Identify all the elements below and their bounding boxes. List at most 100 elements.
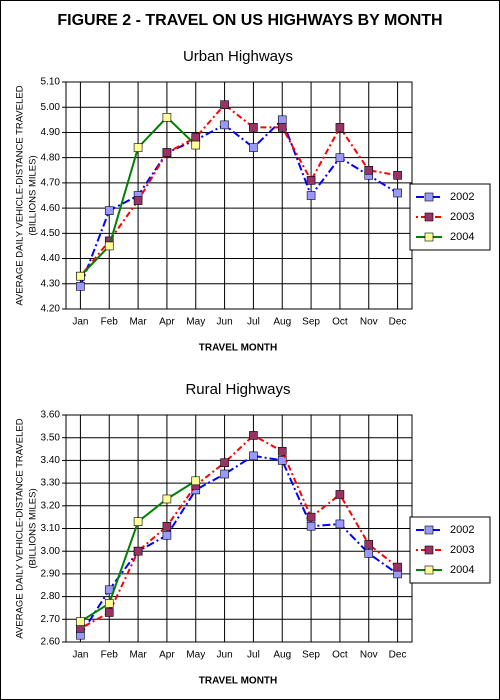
x-tick-label: Jun xyxy=(217,650,233,661)
series-line xyxy=(79,118,399,287)
marker xyxy=(162,113,172,122)
y-tick-label: 4.90 xyxy=(41,127,61,138)
x-tick-label: Jan xyxy=(72,317,88,328)
y-tick-label: 2.70 xyxy=(41,614,61,625)
x-tick-label: Jan xyxy=(72,650,88,661)
x-axis-title: TRAVEL MONTH xyxy=(199,676,278,687)
x-tick-label: Feb xyxy=(101,650,119,661)
y-tick-label: 2.80 xyxy=(41,591,61,602)
x-tick-label: Dec xyxy=(389,317,407,328)
y-tick-label: 4.50 xyxy=(41,228,61,239)
x-tick-label: Feb xyxy=(101,317,119,328)
marker xyxy=(162,531,172,540)
marker xyxy=(104,599,114,608)
y-axis-title: AVERAGE DAILY VEHICLE-DISTANCE TRAVELED xyxy=(15,418,26,638)
y-tick-label: 2.90 xyxy=(41,569,61,580)
chart-title: Urban Highways xyxy=(183,48,293,65)
marker xyxy=(249,123,258,132)
x-tick-label: Apr xyxy=(159,650,175,661)
marker xyxy=(76,281,85,291)
marker xyxy=(133,546,143,556)
y-tick-label: 4.70 xyxy=(41,178,61,189)
y-axis-title: (BILLIONS MILES) xyxy=(28,155,39,235)
x-tick-label: Aug xyxy=(273,317,291,328)
x-tick-label: Mar xyxy=(129,650,147,661)
y-tick-label: 4.40 xyxy=(41,253,61,264)
marker xyxy=(335,153,345,162)
chart-title: Rural Highways xyxy=(185,381,290,398)
x-tick-label: Apr xyxy=(159,317,175,328)
marker xyxy=(277,123,287,132)
y-tick-label: 3.20 xyxy=(41,500,61,511)
series-line xyxy=(79,103,398,277)
legend-marker xyxy=(424,212,434,222)
y-tick-label: 5.00 xyxy=(41,102,61,113)
legend-label: 2002 xyxy=(450,524,474,536)
marker xyxy=(104,206,114,215)
chart: Urban Highways 4.20 4.30 4.40 4.50 4.60 4.70 4.… xyxy=(15,48,491,354)
y-tick-label: 4.30 xyxy=(41,278,61,289)
marker xyxy=(364,549,374,558)
marker xyxy=(220,469,229,479)
marker xyxy=(335,123,345,132)
marker xyxy=(393,171,402,180)
marker xyxy=(364,540,374,549)
x-tick-label: May xyxy=(186,317,205,328)
x-tick-label: Mar xyxy=(129,317,147,328)
marker xyxy=(191,133,201,142)
x-tick-label: Aug xyxy=(273,650,291,661)
marker xyxy=(277,115,287,125)
x-tick-label: Jul xyxy=(247,650,260,661)
legend-marker xyxy=(424,525,434,535)
y-tick-label: 3.60 xyxy=(41,410,61,421)
x-tick-label: Oct xyxy=(332,317,348,328)
y-tick-label: 2.60 xyxy=(41,637,61,648)
marker xyxy=(220,100,229,109)
legend-marker xyxy=(424,232,434,242)
y-axis-title: (BILLIONS MILES) xyxy=(28,488,39,568)
y-tick-label: 3.50 xyxy=(41,432,61,443)
marker xyxy=(133,517,143,526)
x-tick-label: May xyxy=(186,650,205,661)
marker xyxy=(306,191,316,200)
marker xyxy=(249,451,258,461)
marker xyxy=(76,617,85,626)
legend-label: 2004 xyxy=(450,564,474,576)
marker xyxy=(393,562,402,572)
marker xyxy=(162,494,172,504)
marker xyxy=(220,458,229,467)
y-tick-label: 4.20 xyxy=(41,304,61,315)
y-tick-label: 4.60 xyxy=(41,203,61,214)
marker xyxy=(191,140,201,150)
series-line xyxy=(79,434,399,630)
marker xyxy=(191,476,201,486)
legend-marker xyxy=(424,192,434,202)
legend-label: 2003 xyxy=(450,544,474,556)
x-tick-label: Sep xyxy=(302,650,320,661)
marker xyxy=(335,519,345,529)
marker xyxy=(364,165,374,175)
marker xyxy=(249,431,258,440)
y-tick-label: 3.10 xyxy=(41,523,61,534)
x-tick-label: Nov xyxy=(360,650,378,661)
y-tick-label: 3.30 xyxy=(41,478,61,489)
x-tick-label: Dec xyxy=(389,650,407,661)
page-title: FIGURE 2 - TRAVEL ON US HIGHWAYS BY MONT… xyxy=(57,12,442,29)
marker xyxy=(393,188,402,198)
chart: Rural Highways 2.60 2.70 2.80 2.90 3.00 3.10 3.… xyxy=(15,381,491,687)
marker xyxy=(104,241,114,251)
marker xyxy=(133,196,143,205)
x-axis-title: TRAVEL MONTH xyxy=(199,343,278,354)
marker xyxy=(335,490,345,499)
marker xyxy=(306,176,316,185)
x-tick-label: Jul xyxy=(247,317,260,328)
y-tick-label: 3.40 xyxy=(41,455,61,466)
y-axis-title: AVERAGE DAILY VEHICLE-DISTANCE TRAVELED xyxy=(15,85,26,305)
x-tick-label: Jun xyxy=(217,317,233,328)
marker xyxy=(306,521,316,531)
marker xyxy=(277,447,287,456)
legend-marker xyxy=(424,565,434,575)
legend-marker xyxy=(424,545,434,555)
marker xyxy=(104,608,114,617)
